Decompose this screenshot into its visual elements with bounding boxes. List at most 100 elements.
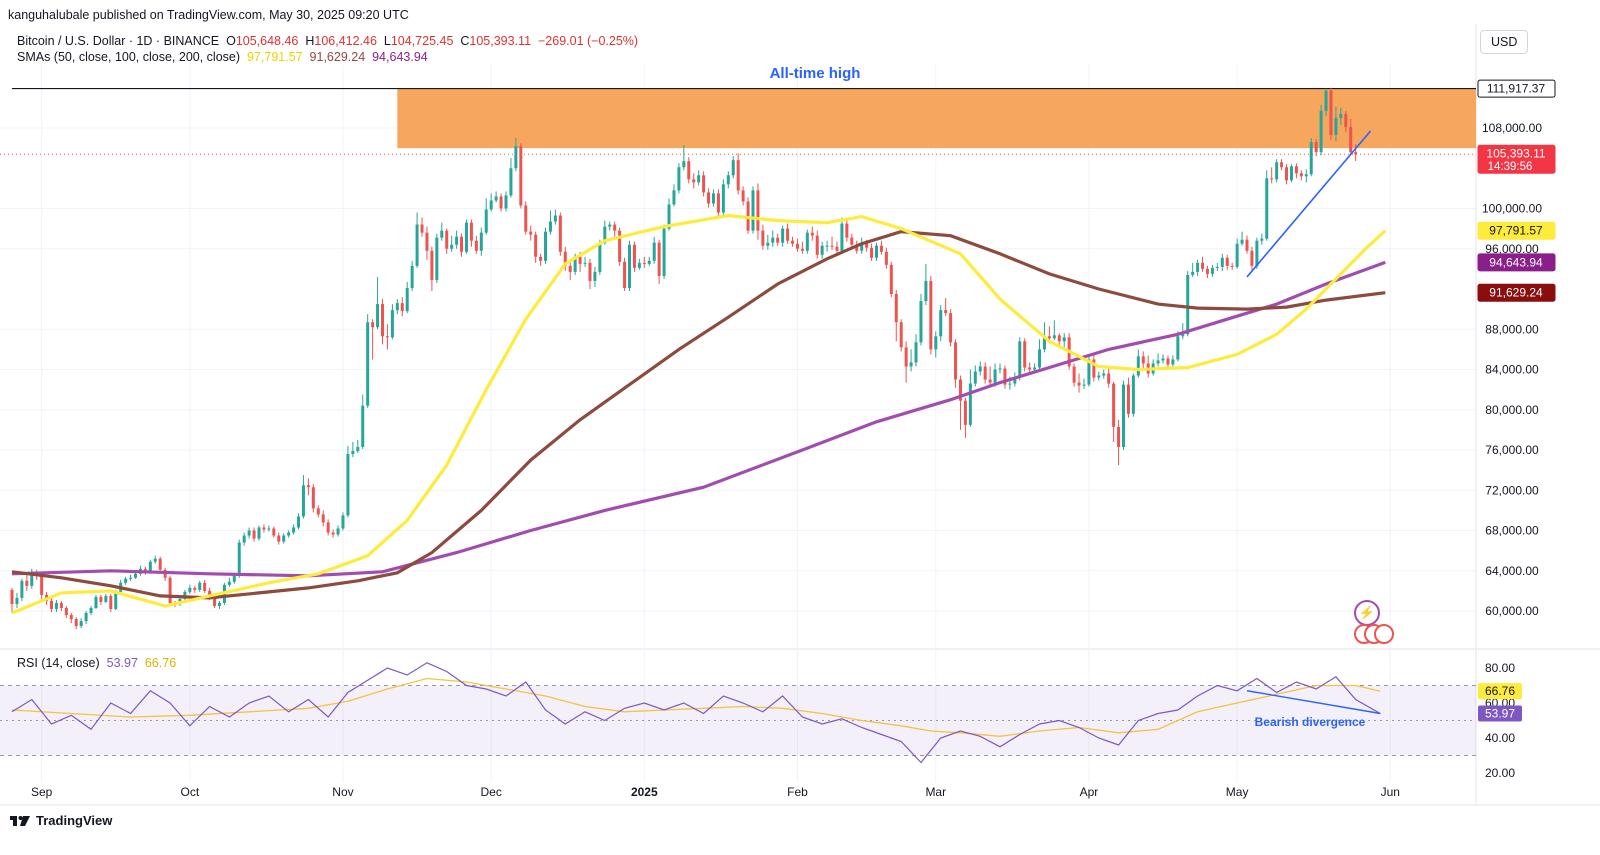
candle[interactable] (697, 170, 701, 186)
candle[interactable] (805, 229, 809, 254)
candle[interactable] (40, 573, 44, 599)
candle[interactable] (277, 532, 281, 545)
candle[interactable] (430, 246, 434, 292)
candle[interactable] (509, 158, 513, 198)
candle[interactable] (257, 525, 261, 541)
candle[interactable] (909, 349, 913, 372)
candle[interactable] (198, 580, 202, 592)
candle[interactable] (1112, 381, 1116, 442)
candle[interactable] (99, 594, 103, 605)
candle[interactable] (978, 361, 982, 376)
candle[interactable] (830, 236, 834, 250)
candle[interactable] (460, 233, 464, 257)
candle[interactable] (489, 193, 493, 212)
candle[interactable] (464, 219, 468, 254)
candle[interactable] (336, 525, 340, 537)
candle[interactable] (692, 173, 696, 189)
uptrend-line[interactable] (1246, 130, 1372, 278)
candle[interactable] (64, 605, 68, 619)
candle[interactable] (1260, 233, 1264, 245)
candle[interactable] (1196, 259, 1200, 276)
currency-button[interactable]: USD (1480, 30, 1529, 54)
candle[interactable] (272, 526, 276, 538)
candle[interactable] (800, 241, 804, 254)
candle[interactable] (1057, 333, 1061, 346)
candle[interactable] (958, 375, 962, 430)
candle[interactable] (306, 478, 310, 496)
candle[interactable] (623, 257, 627, 292)
candle[interactable] (420, 217, 424, 237)
candle[interactable] (474, 235, 478, 254)
candle[interactable] (558, 212, 562, 256)
ath-resistance-zone[interactable] (397, 88, 1476, 149)
candle[interactable] (89, 605, 93, 616)
candle[interactable] (262, 524, 266, 533)
candle[interactable] (1225, 254, 1229, 270)
candle[interactable] (390, 304, 394, 340)
candle[interactable] (104, 593, 108, 603)
candle[interactable] (840, 217, 844, 253)
candle[interactable] (1314, 139, 1318, 157)
candle[interactable] (203, 579, 207, 593)
candle[interactable] (524, 201, 528, 235)
candle[interactable] (949, 309, 953, 347)
candle[interactable] (1294, 163, 1298, 179)
candle[interactable] (677, 163, 681, 194)
candle[interactable] (711, 189, 715, 207)
candle[interactable] (810, 226, 814, 241)
candle[interactable] (870, 243, 874, 261)
candle[interactable] (1191, 262, 1195, 277)
candle[interactable] (672, 184, 676, 207)
candle[interactable] (1131, 373, 1135, 417)
candle[interactable] (776, 233, 780, 246)
candle[interactable] (860, 237, 864, 254)
sma100-line[interactable] (11, 229, 1386, 600)
candle[interactable] (761, 224, 765, 250)
tradingview-brand[interactable]: TradingView (10, 813, 112, 828)
candle[interactable] (1052, 320, 1056, 341)
candle[interactable] (771, 230, 775, 247)
candle[interactable] (1176, 331, 1180, 362)
candle[interactable] (1299, 170, 1303, 181)
candle[interactable] (1215, 262, 1219, 271)
candle[interactable] (593, 266, 597, 287)
candle[interactable] (1354, 143, 1358, 161)
candle[interactable] (1255, 237, 1259, 269)
candle[interactable] (316, 505, 320, 518)
candle[interactable] (973, 365, 977, 387)
candle[interactable] (376, 276, 380, 330)
candle[interactable] (968, 369, 972, 427)
candle[interactable] (381, 299, 384, 345)
candle[interactable] (1102, 369, 1106, 379)
candle[interactable] (395, 299, 399, 315)
candle[interactable] (326, 519, 330, 536)
candle[interactable] (707, 188, 711, 208)
rsi-legend-label[interactable]: RSI (14, close) (17, 656, 100, 670)
candle[interactable] (341, 512, 345, 531)
candle[interactable] (618, 227, 622, 266)
candle[interactable] (1240, 231, 1244, 246)
candle[interactable] (954, 339, 958, 388)
candle[interactable] (311, 484, 315, 513)
candle[interactable] (702, 171, 706, 197)
candle[interactable] (469, 219, 473, 247)
candle[interactable] (1275, 159, 1279, 183)
candle[interactable] (1280, 159, 1284, 171)
candle[interactable] (292, 524, 296, 535)
symbol-name[interactable]: Bitcoin / U.S. Dollar · 1D · BINANCE (17, 34, 220, 48)
candle[interactable] (884, 247, 888, 269)
candle[interactable] (1166, 355, 1170, 368)
candle[interactable] (1062, 333, 1066, 348)
candle[interactable] (598, 239, 602, 275)
candle[interactable] (736, 153, 740, 195)
candle[interactable] (1092, 354, 1096, 382)
rsi-ma-line[interactable] (11, 677, 1381, 737)
candle[interactable] (1349, 118, 1353, 156)
candle[interactable] (415, 212, 419, 268)
candle[interactable] (1077, 373, 1081, 393)
lightning-event-icon[interactable]: ⚡ (1354, 600, 1380, 626)
price-tag-sma100[interactable]: 91,629.24 (1477, 283, 1556, 302)
candle[interactable] (79, 618, 83, 629)
candle[interactable] (924, 263, 928, 306)
